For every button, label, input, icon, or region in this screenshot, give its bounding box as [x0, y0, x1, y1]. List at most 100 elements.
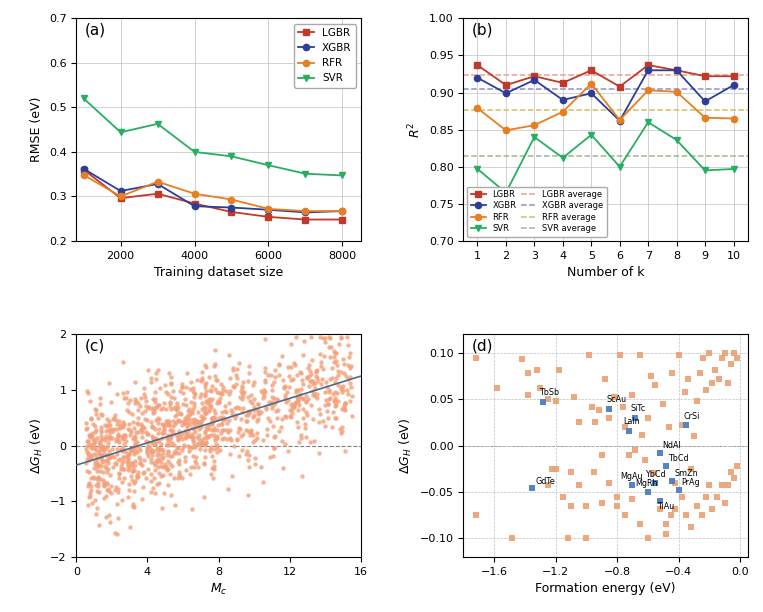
- Point: [297, 414, 309, 424]
- Text: YbCd: YbCd: [645, 470, 665, 479]
- Point: [101, 414, 113, 424]
- Point: [209, 345, 221, 355]
- Point: [315, 379, 327, 389]
- Point: [188, 439, 201, 449]
- Point: [204, 430, 217, 440]
- Point: [259, 334, 271, 344]
- Point: [255, 407, 267, 417]
- Point: [154, 404, 166, 414]
- Point: [179, 432, 192, 442]
- Point: [215, 428, 227, 438]
- Point: [235, 431, 247, 441]
- Point: [192, 432, 204, 442]
- Point: [310, 368, 322, 378]
- SVR: [190, 148, 199, 155]
- Point: [161, 441, 173, 450]
- Point: [289, 398, 301, 408]
- Point: [117, 420, 129, 430]
- Point: [245, 425, 257, 435]
- Point: [208, 444, 220, 454]
- Point: [204, 469, 217, 479]
- Point: [128, 394, 140, 404]
- Point: [170, 448, 182, 458]
- Point: [204, 401, 217, 411]
- Point: [248, 405, 260, 414]
- Point: [332, 366, 344, 376]
- Point: [316, 375, 328, 384]
- Point: [95, 422, 107, 432]
- Point: [330, 360, 343, 370]
- Point: [115, 444, 127, 454]
- Point: [185, 433, 198, 442]
- Point: [299, 419, 311, 429]
- Point: [330, 373, 342, 383]
- Point: [145, 469, 157, 479]
- Point: [198, 440, 211, 450]
- Point: [89, 409, 101, 419]
- Point: [282, 371, 295, 381]
- Point: [198, 452, 211, 461]
- Point: [150, 433, 163, 443]
- Point: [163, 440, 175, 450]
- Point: [110, 436, 122, 446]
- SVR: [530, 133, 539, 141]
- Point: [155, 461, 167, 471]
- Point: [312, 417, 324, 427]
- Point: [344, 371, 356, 381]
- Point: [257, 477, 269, 487]
- Point: [127, 442, 139, 452]
- Point: [176, 420, 188, 430]
- Point: [173, 468, 185, 477]
- Point: [148, 458, 160, 468]
- Point: [700, 385, 713, 395]
- Point: [137, 468, 149, 477]
- Point: [162, 417, 174, 427]
- Point: [552, 365, 565, 375]
- Point: [329, 397, 341, 407]
- Point: [175, 382, 188, 392]
- Point: [156, 433, 168, 443]
- Point: [122, 453, 134, 463]
- Point: [117, 434, 129, 444]
- Point: [146, 446, 159, 455]
- Point: [304, 376, 316, 386]
- Point: [147, 408, 159, 418]
- Point: [522, 368, 534, 378]
- Point: [195, 411, 207, 420]
- Point: [166, 425, 178, 435]
- Point: [166, 451, 178, 461]
- Point: [329, 414, 341, 424]
- Point: [147, 433, 159, 442]
- Point: [242, 376, 254, 386]
- Point: [314, 349, 327, 359]
- Point: [308, 388, 320, 398]
- Point: [181, 422, 193, 432]
- Point: [342, 340, 354, 350]
- Point: [149, 397, 161, 407]
- Point: [126, 475, 138, 485]
- Point: [135, 394, 147, 403]
- Point: [731, 461, 743, 471]
- XGBR: [79, 165, 89, 173]
- Point: [140, 442, 153, 452]
- Point: [86, 431, 98, 441]
- Point: [147, 437, 159, 447]
- Point: [208, 465, 220, 474]
- Point: [270, 412, 282, 422]
- Point: [188, 416, 201, 425]
- Point: [158, 428, 170, 438]
- Point: [96, 442, 108, 452]
- Point: [295, 367, 307, 377]
- Point: [221, 484, 233, 494]
- Point: [233, 358, 245, 368]
- Point: [252, 399, 264, 409]
- Point: [109, 529, 121, 539]
- LGBR: [153, 190, 163, 198]
- Point: [101, 442, 113, 452]
- Point: [146, 433, 159, 443]
- SVR: [473, 165, 482, 173]
- SVR: [615, 163, 624, 170]
- RFR: [530, 122, 539, 129]
- Point: [90, 459, 102, 469]
- Point: [137, 482, 149, 491]
